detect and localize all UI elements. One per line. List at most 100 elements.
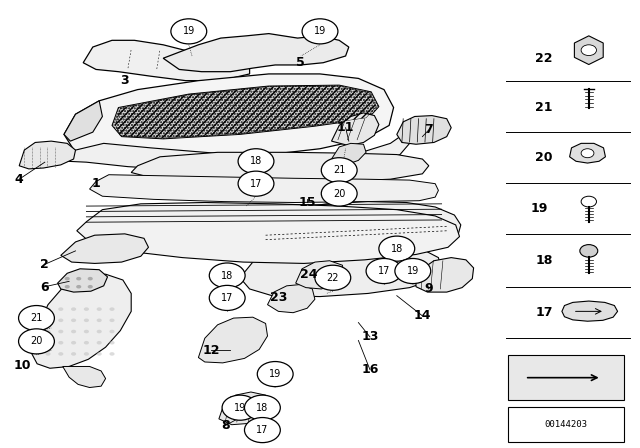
Polygon shape xyxy=(90,175,438,202)
Circle shape xyxy=(58,319,63,322)
Circle shape xyxy=(84,352,89,356)
Polygon shape xyxy=(570,143,605,163)
Circle shape xyxy=(76,285,81,289)
Polygon shape xyxy=(31,274,131,368)
Polygon shape xyxy=(61,234,148,263)
Text: 11: 11 xyxy=(337,121,355,134)
Text: 1: 1 xyxy=(92,177,100,190)
Text: 9: 9 xyxy=(424,282,433,296)
Circle shape xyxy=(109,341,115,345)
Polygon shape xyxy=(219,392,270,425)
Text: 15: 15 xyxy=(298,196,316,209)
FancyBboxPatch shape xyxy=(508,355,624,400)
Circle shape xyxy=(65,277,70,280)
Text: 23: 23 xyxy=(269,291,287,305)
Text: 19: 19 xyxy=(234,403,246,413)
Circle shape xyxy=(209,263,245,288)
Circle shape xyxy=(97,330,102,333)
Circle shape xyxy=(58,341,63,345)
Text: 17: 17 xyxy=(256,425,269,435)
Circle shape xyxy=(58,330,63,333)
Text: 6: 6 xyxy=(40,281,49,294)
Circle shape xyxy=(58,307,63,311)
Text: 21: 21 xyxy=(535,101,553,114)
Text: 21: 21 xyxy=(30,313,43,323)
Circle shape xyxy=(395,258,431,284)
Circle shape xyxy=(171,19,207,44)
Circle shape xyxy=(45,341,51,345)
Text: 12: 12 xyxy=(202,344,220,357)
Text: 19: 19 xyxy=(314,26,326,36)
Circle shape xyxy=(238,149,274,174)
Circle shape xyxy=(71,352,76,356)
Circle shape xyxy=(84,307,89,311)
Polygon shape xyxy=(112,85,379,139)
Circle shape xyxy=(315,265,351,290)
Text: 19: 19 xyxy=(531,202,548,215)
Text: 5: 5 xyxy=(296,56,305,69)
Polygon shape xyxy=(240,242,442,297)
Text: 4: 4 xyxy=(15,172,24,186)
Text: 22: 22 xyxy=(326,273,339,283)
Circle shape xyxy=(71,330,76,333)
Polygon shape xyxy=(83,40,250,81)
Polygon shape xyxy=(253,202,461,259)
Polygon shape xyxy=(268,284,315,313)
Text: 17: 17 xyxy=(221,293,234,303)
Polygon shape xyxy=(19,141,76,169)
Polygon shape xyxy=(131,152,429,183)
Circle shape xyxy=(19,329,54,354)
Text: 24: 24 xyxy=(300,267,317,281)
Text: 18: 18 xyxy=(535,254,553,267)
Circle shape xyxy=(244,395,280,420)
Polygon shape xyxy=(416,258,474,292)
Circle shape xyxy=(65,285,70,289)
Text: 17: 17 xyxy=(378,266,390,276)
Circle shape xyxy=(88,277,93,280)
Polygon shape xyxy=(332,143,366,165)
Circle shape xyxy=(379,236,415,261)
Circle shape xyxy=(97,352,102,356)
Text: 22: 22 xyxy=(535,52,553,65)
Text: 8: 8 xyxy=(221,419,230,432)
Circle shape xyxy=(19,306,54,331)
Circle shape xyxy=(45,319,51,322)
Circle shape xyxy=(580,245,598,257)
Circle shape xyxy=(71,307,76,311)
Text: 20: 20 xyxy=(30,336,43,346)
Circle shape xyxy=(58,352,63,356)
Polygon shape xyxy=(237,36,301,58)
Text: 14: 14 xyxy=(413,309,431,323)
Circle shape xyxy=(109,330,115,333)
Text: 19: 19 xyxy=(406,266,419,276)
Circle shape xyxy=(76,277,81,280)
FancyBboxPatch shape xyxy=(508,407,624,442)
Text: 18: 18 xyxy=(256,403,269,413)
Text: 20: 20 xyxy=(333,189,346,198)
Circle shape xyxy=(45,352,51,356)
Circle shape xyxy=(581,149,594,158)
Polygon shape xyxy=(198,317,268,363)
Text: 19: 19 xyxy=(182,26,195,36)
Circle shape xyxy=(321,181,357,206)
Text: 2: 2 xyxy=(40,258,49,271)
Circle shape xyxy=(97,319,102,322)
Text: 18: 18 xyxy=(250,156,262,166)
Text: 18: 18 xyxy=(221,271,234,280)
Circle shape xyxy=(97,307,102,311)
Polygon shape xyxy=(562,301,618,321)
Circle shape xyxy=(321,158,357,183)
Circle shape xyxy=(45,330,51,333)
Polygon shape xyxy=(397,116,451,144)
Circle shape xyxy=(109,352,115,356)
Circle shape xyxy=(109,319,115,322)
Polygon shape xyxy=(163,34,349,72)
Text: 00144203: 00144203 xyxy=(544,420,588,429)
Circle shape xyxy=(84,319,89,322)
Circle shape xyxy=(222,395,258,420)
Text: 17: 17 xyxy=(250,179,262,189)
Text: 19: 19 xyxy=(269,369,282,379)
Circle shape xyxy=(238,171,274,196)
Text: 7: 7 xyxy=(424,123,433,137)
Polygon shape xyxy=(332,113,379,146)
